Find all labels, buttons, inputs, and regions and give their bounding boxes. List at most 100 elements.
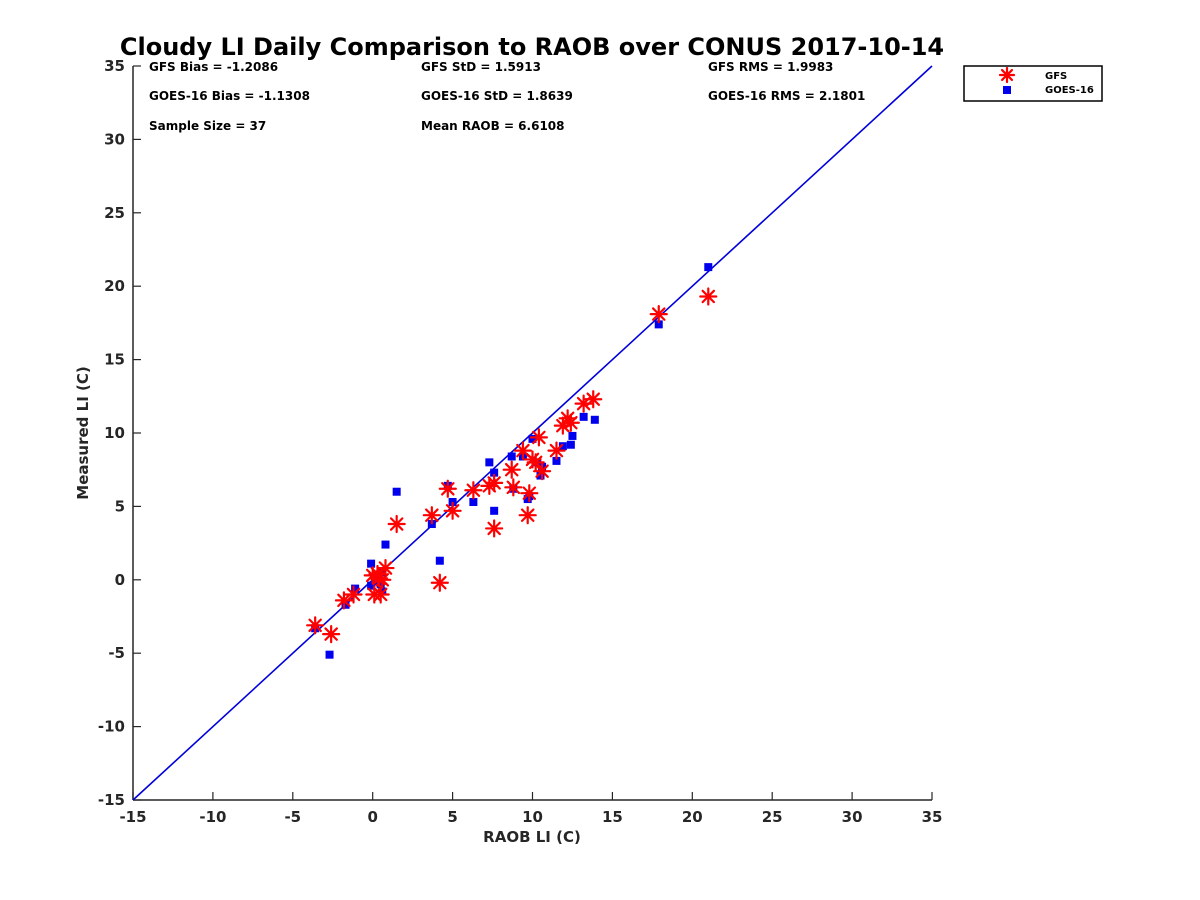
y-tick-label: 0: [115, 571, 125, 589]
legend-gfs-glyph: [998, 66, 1016, 84]
y-tick-label: 5: [115, 497, 125, 515]
gfs-point: [504, 478, 523, 497]
gfs-point: [699, 287, 718, 306]
stat-goes16-bias: GOES-16 Bias = -1.1308: [149, 89, 310, 103]
stat-sample-size: Sample Size = 37: [149, 119, 266, 133]
goes16-point: [579, 412, 588, 421]
x-tick-label: 10: [522, 808, 543, 826]
y-tick-label: 15: [104, 351, 125, 369]
x-tick-label: 15: [602, 808, 623, 826]
legend: GFS GOES-16: [963, 65, 1103, 102]
gfs-point: [438, 479, 457, 498]
legend-goes16-glyph: [1003, 86, 1011, 94]
goes16-point: [381, 540, 390, 549]
gfs-point: [532, 462, 552, 481]
y-tick-label: 25: [104, 204, 125, 222]
gfs-point: [649, 304, 668, 324]
goes16-point: [490, 468, 499, 477]
x-tick-label: 30: [842, 808, 863, 826]
data-points: [306, 263, 718, 659]
goes16-point: [367, 581, 376, 590]
x-tick-label: -10: [199, 808, 226, 826]
goes16-point: [552, 456, 561, 465]
y-tick-label: 35: [104, 57, 125, 75]
goes16-point: [528, 434, 537, 443]
gfs-point: [518, 506, 537, 525]
x-tick-label: 35: [922, 808, 943, 826]
gfs-point: [369, 569, 389, 588]
chart-title: Cloudy LI Daily Comparison to RAOB over …: [120, 33, 944, 61]
x-tick-label: -15: [119, 808, 146, 826]
gfs-point: [561, 413, 580, 432]
goes16-point: [558, 442, 567, 451]
goes16-point: [341, 600, 350, 609]
goes16-point: [507, 452, 516, 461]
gfs-point: [485, 519, 504, 538]
goes16-point: [351, 584, 360, 593]
gfs-point: [376, 558, 395, 578]
legend-gfs-marker: [998, 66, 1016, 84]
y-tick-label: -15: [98, 791, 125, 809]
gfs-point: [584, 390, 603, 409]
legend-box: [963, 65, 1103, 102]
x-axis-label: RAOB LI (C): [483, 828, 581, 846]
gfs-point: [387, 514, 406, 534]
goes16-point: [590, 415, 599, 424]
goes16-point: [325, 650, 334, 659]
stat-gfs-rms: GFS RMS = 1.9983: [708, 60, 833, 74]
gfs-point: [344, 585, 363, 604]
gfs-point: [485, 473, 504, 493]
goes16-point: [704, 263, 713, 272]
gfs-point: [371, 585, 390, 604]
one-to-one-line: [132, 65, 933, 801]
goes16-point: [654, 320, 663, 329]
goes16-point: [485, 458, 494, 467]
y-tick-label: 30: [104, 130, 125, 148]
stats-block: GFS Bias = -1.2086 GFS StD = 1.5913 GFS …: [149, 60, 865, 133]
y-tick-label: -5: [108, 644, 125, 662]
gfs-point: [443, 501, 462, 520]
goes16-point: [566, 440, 575, 449]
gfs-point: [520, 484, 539, 503]
x-tick-label: 5: [447, 808, 457, 826]
one-to-one-line-group: [132, 65, 933, 801]
x-tick-label: 25: [762, 808, 783, 826]
x-tick-label: -5: [284, 808, 301, 826]
goes16-point: [490, 506, 499, 515]
x-tick-label: 20: [682, 808, 703, 826]
gfs-point: [526, 453, 545, 472]
y-tick-label: 20: [104, 277, 125, 295]
goes16-point: [392, 487, 401, 496]
stat-goes16-rms: GOES-16 RMS = 2.1801: [708, 89, 865, 103]
y-tick-label: 10: [104, 424, 125, 442]
stat-gfs-std: GFS StD = 1.5913: [421, 60, 541, 74]
gfs-point: [422, 506, 441, 525]
x-tick-label: 0: [367, 808, 377, 826]
goes16-point: [536, 471, 545, 480]
legend-goes16-marker: [1003, 86, 1011, 94]
gfs-point: [502, 460, 521, 479]
y-axis-label: Measured LI (C): [74, 366, 92, 499]
goes16-point: [568, 431, 577, 440]
goes16-point: [435, 556, 444, 565]
goes16-point: [376, 580, 385, 589]
gfs-point: [529, 428, 548, 447]
legend-gfs-label: GFS: [1045, 71, 1067, 82]
x-axis-ticks: -15 -10 -5 0 5 10 15 20 25 30 35: [119, 792, 942, 826]
gfs-point: [306, 616, 325, 635]
stat-goes16-std: GOES-16 StD = 1.8639: [421, 89, 573, 103]
gfs-point: [547, 441, 566, 460]
goes16-point: [367, 559, 376, 568]
stat-mean-raob: Mean RAOB = 6.6108: [421, 119, 565, 133]
legend-goes16-label: GOES-16: [1045, 85, 1094, 96]
stat-gfs-bias: GFS Bias = -1.2086: [149, 60, 278, 74]
gfs-point: [430, 573, 449, 592]
gfs-point: [334, 591, 354, 610]
gfs-point: [464, 481, 483, 500]
gfs-point: [322, 625, 341, 644]
y-tick-label: -10: [98, 718, 125, 736]
y-axis-ticks: -15 -10 -5 0 5 10 15 20 25 30 35: [98, 57, 141, 809]
goes16-point: [469, 497, 478, 506]
